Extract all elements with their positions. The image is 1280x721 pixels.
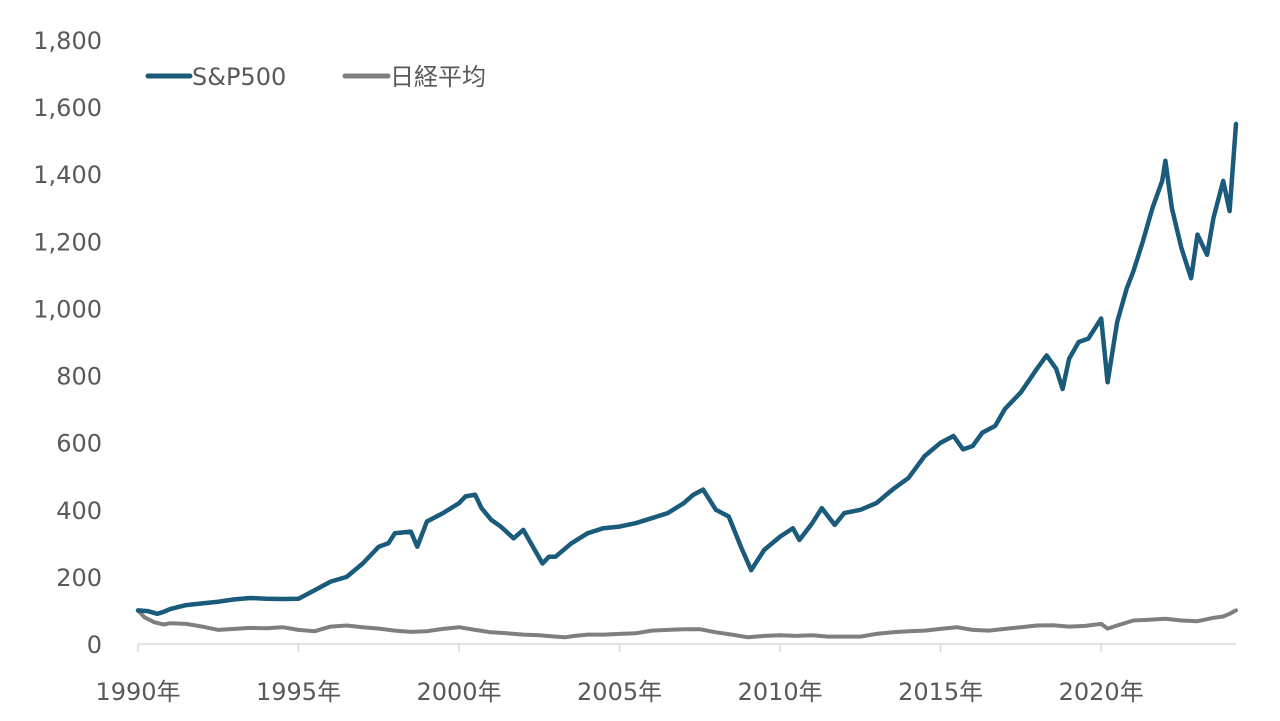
y-tick-label: 1,400 bbox=[33, 161, 102, 189]
x-tick-label: 2010年 bbox=[738, 678, 823, 706]
series-line-sp500 bbox=[135, 121, 1239, 617]
x-tick-label: 2015年 bbox=[898, 678, 983, 706]
y-tick-label: 0 bbox=[87, 631, 102, 659]
x-tick-label: 2000年 bbox=[417, 678, 502, 706]
y-axis-ticks: 0 200 400 600 800 1,000 1,200 1,400 1,600 1,800 bbox=[33, 27, 102, 659]
y-tick-label: 200 bbox=[56, 564, 102, 592]
legend-label-nikkei: 日経平均 bbox=[390, 63, 486, 91]
y-tick-label: 1,000 bbox=[33, 295, 102, 323]
x-tick-label: 1990年 bbox=[95, 678, 180, 706]
legend-label-sp500: S&P500 bbox=[192, 63, 286, 91]
series-line-nikkei bbox=[136, 608, 1238, 640]
y-tick-label: 400 bbox=[56, 497, 102, 525]
y-tick-label: 1,600 bbox=[33, 94, 102, 122]
series-lines bbox=[135, 121, 1239, 640]
y-tick-label: 1,800 bbox=[33, 27, 102, 55]
x-tick-label: 2020年 bbox=[1059, 678, 1144, 706]
x-tick-label: 2005年 bbox=[577, 678, 662, 706]
x-tick-label: 1995年 bbox=[256, 678, 341, 706]
x-axis-ticks: 1990年 1995年 2000年 2005年 2010年 2015年 2020年 bbox=[95, 644, 1144, 706]
y-tick-label: 800 bbox=[56, 363, 102, 391]
y-tick-label: 600 bbox=[56, 430, 102, 458]
legend: S&P500 日経平均 bbox=[145, 63, 486, 91]
y-tick-label: 1,200 bbox=[33, 228, 102, 256]
